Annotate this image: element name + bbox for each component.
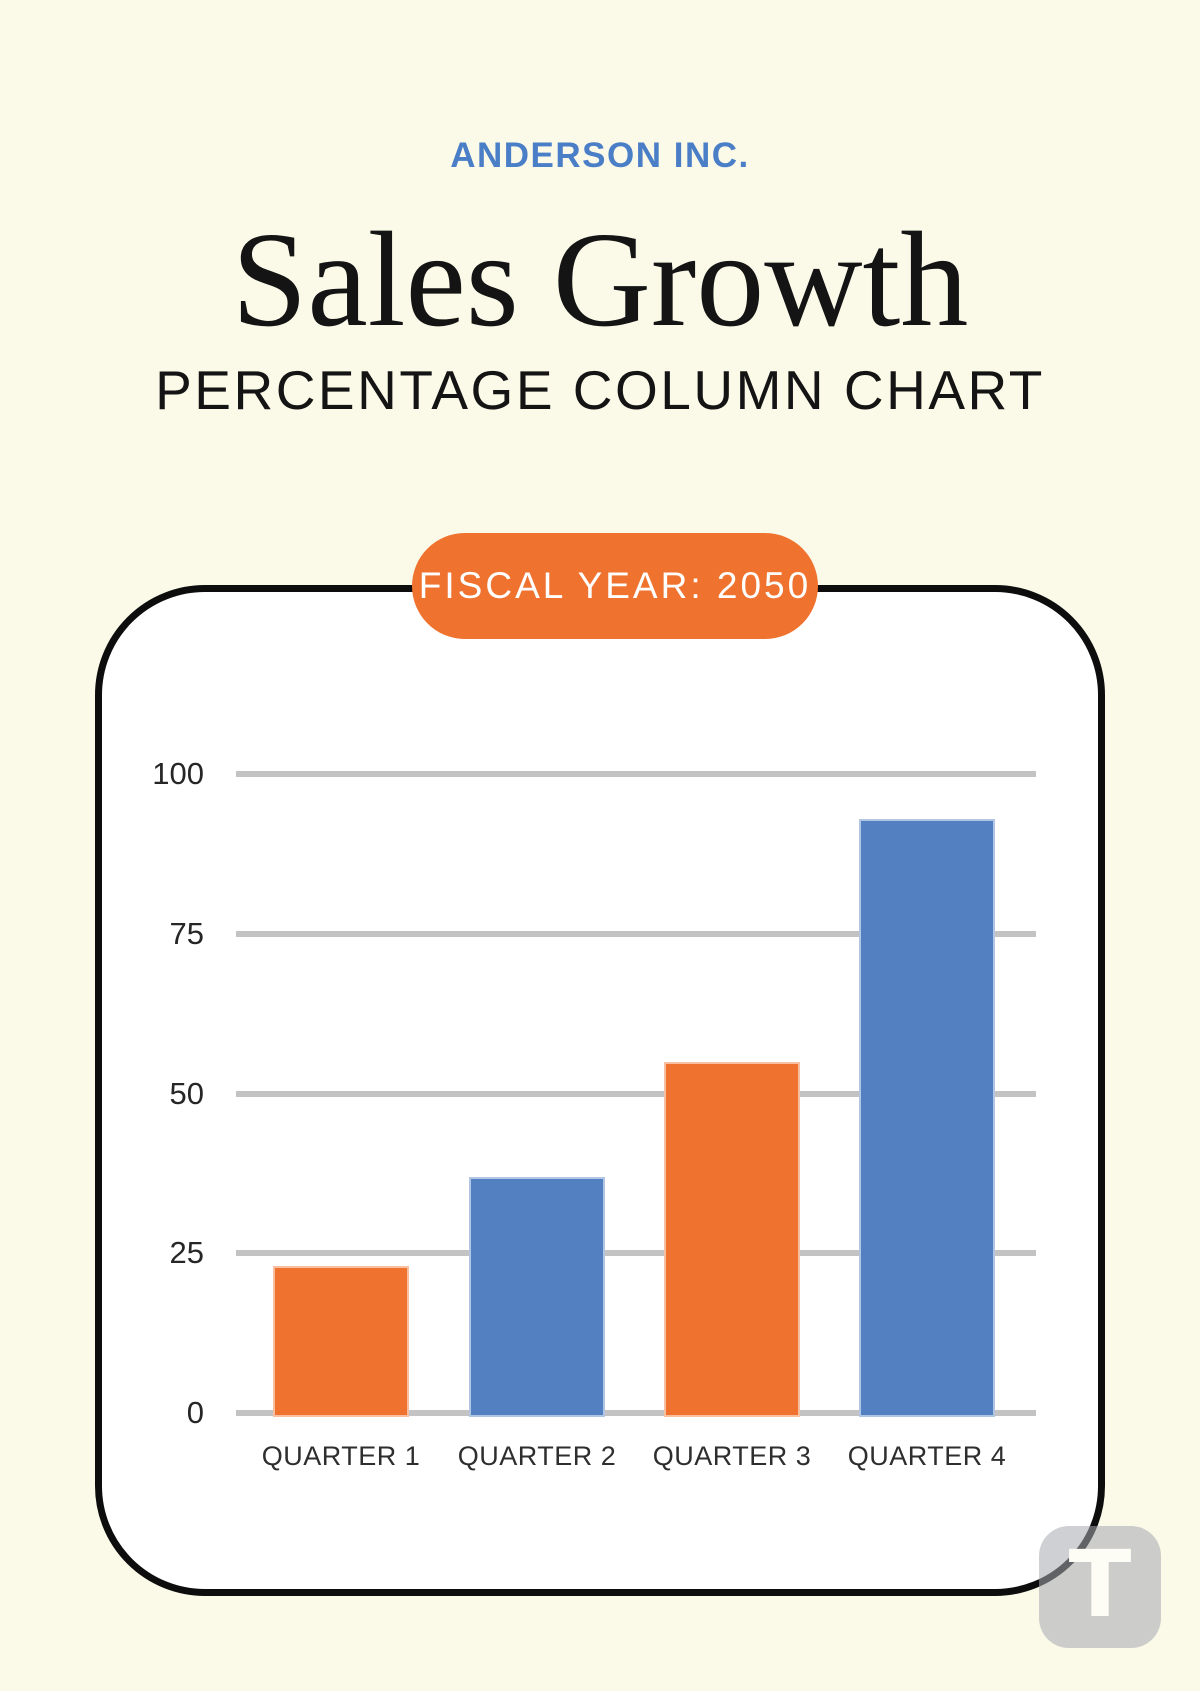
x-axis-label-quarter-3: QUARTER 3 — [652, 1441, 812, 1471]
gridline-25 — [236, 1250, 1036, 1257]
gridline-75 — [236, 930, 1036, 937]
bar-quarter-2 — [469, 1176, 605, 1417]
x-axis-label-quarter-4: QUARTER 4 — [847, 1441, 1007, 1471]
watermark-t-letter: T — [1068, 1531, 1132, 1638]
company-name: ANDERSON INC. — [450, 136, 750, 175]
page-title: Sales Growth — [231, 205, 969, 355]
bar-quarter-1 — [273, 1266, 409, 1417]
template-watermark-logo: T — [1039, 1526, 1161, 1648]
bar-quarter-3 — [664, 1061, 800, 1417]
y-axis-label-25: 25 — [169, 1235, 204, 1271]
chart-card: 0 25 50 75 100 QUARTER 1 QUARTER 2 QUARTER 3 QUA… — [95, 585, 1105, 1596]
fiscal-year-label: FISCAL YEAR: 2050 — [418, 565, 812, 606]
y-axis-label-75: 75 — [169, 915, 204, 951]
y-axis-label-0: 0 — [186, 1395, 204, 1430]
fiscal-year-badge: FISCAL YEAR: 2050 — [412, 533, 818, 639]
gridline-50 — [236, 1090, 1036, 1097]
bar-quarter-4 — [859, 818, 995, 1417]
gridline-100 — [236, 771, 1036, 777]
gridline-0 — [236, 1410, 1036, 1416]
y-axis-label-100: 100 — [152, 756, 204, 791]
y-axis-label-50: 50 — [169, 1075, 204, 1111]
page-subtitle: PERCENTAGE COLUMN CHART — [155, 359, 1045, 421]
plot-area: 0 25 50 75 100 QUARTER 1 QUARTER 2 QUARTER 3 QUA… — [95, 585, 1105, 1596]
x-axis-label-quarter-1: QUARTER 1 — [261, 1441, 421, 1471]
x-axis-label-quarter-2: QUARTER 2 — [457, 1441, 617, 1471]
